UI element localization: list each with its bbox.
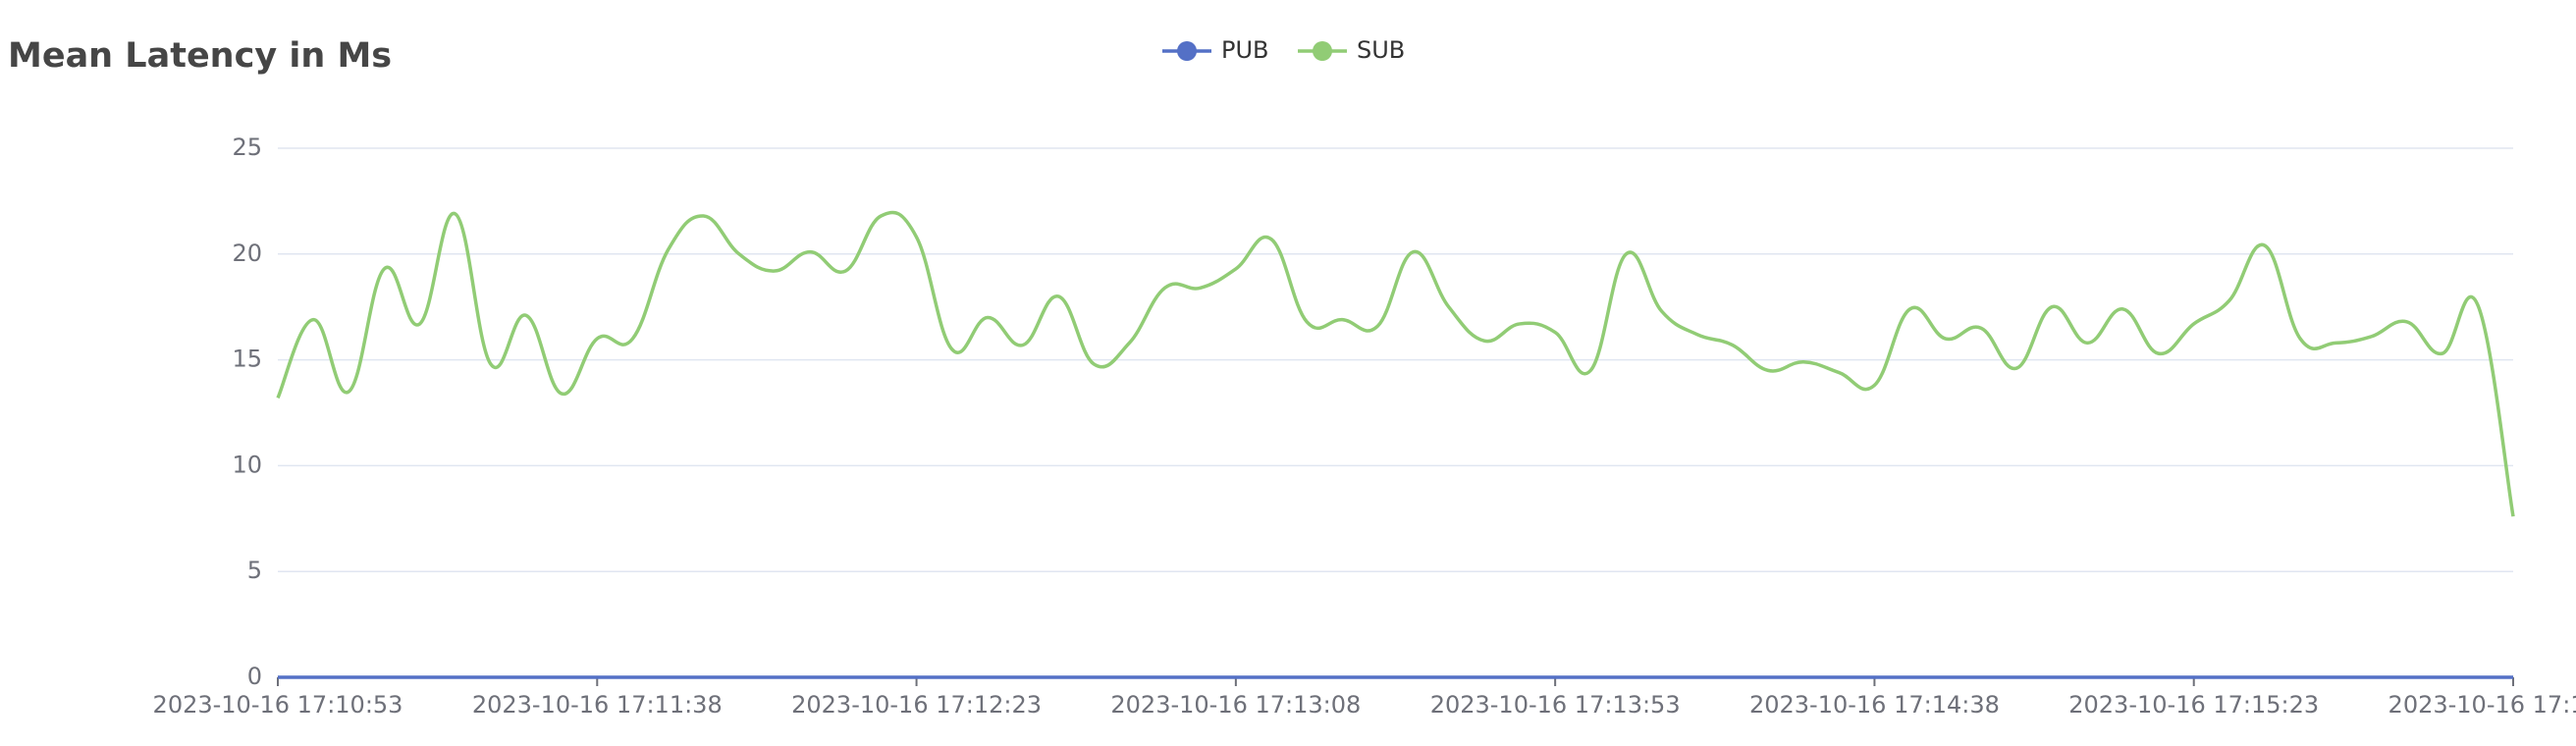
x-tick-label: 2023-10-16 17:14:38 [1749, 691, 2000, 719]
x-tick-label: 2023-10-16 17:12:23 [791, 691, 1042, 719]
x-tick-label: 2023-10-16 17:13:08 [1110, 691, 1361, 719]
x-tick-label: 2023-10-16 17:11:38 [472, 691, 723, 719]
x-tick-label: 2023-10-16 17:16:08 [2388, 691, 2576, 719]
y-tick-label: 15 [232, 346, 262, 373]
y-tick-label: 5 [247, 557, 262, 584]
chart-title: Mean Latency in Ms [8, 36, 392, 76]
x-tick-label: 2023-10-16 17:15:23 [2068, 691, 2319, 719]
legend-item: SUB [1298, 36, 1405, 64]
legend-marker [1177, 41, 1197, 61]
series-line [276, 210, 2515, 517]
legend-item: PUB [1162, 36, 1269, 64]
legend-marker [1313, 41, 1332, 61]
x-tick-label: 2023-10-16 17:10:53 [153, 691, 403, 719]
y-tick-label: 0 [247, 663, 262, 690]
legend-label: PUB [1221, 36, 1269, 64]
y-tick-label: 25 [232, 133, 262, 161]
legend-label: SUB [1357, 36, 1405, 64]
y-tick-label: 20 [232, 240, 262, 267]
y-tick-label: 10 [232, 451, 262, 478]
x-tick-label: 2023-10-16 17:13:53 [1430, 691, 1681, 719]
